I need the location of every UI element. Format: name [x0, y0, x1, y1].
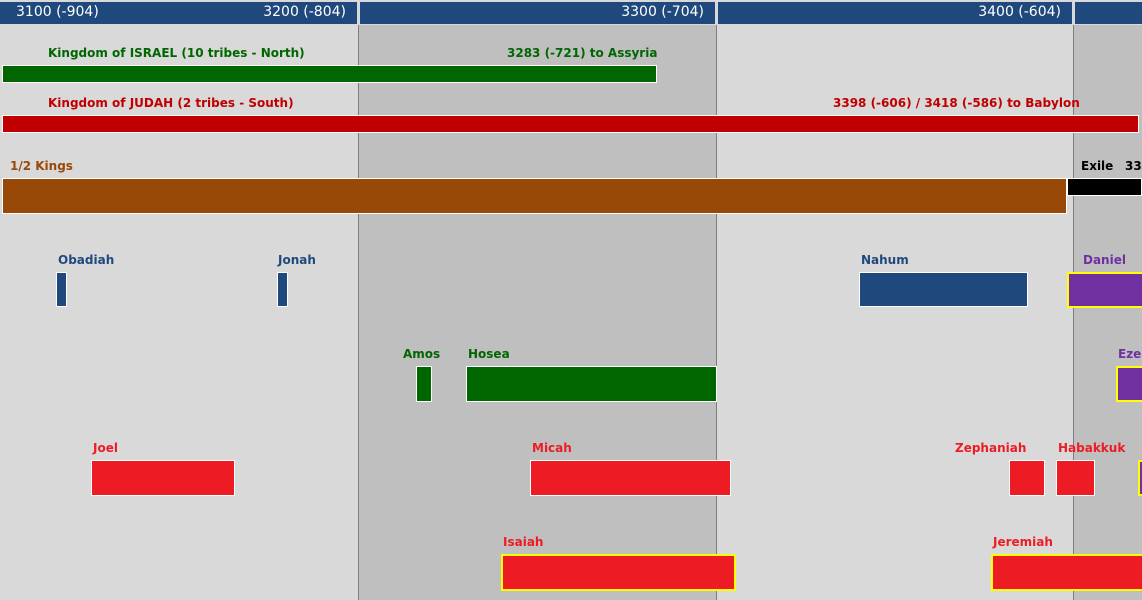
- column-divider: [358, 25, 359, 600]
- judah-end-label: 3398 (-606) / 3418 (-586) to Babylon: [833, 96, 1080, 110]
- header-segment: [0, 2, 357, 24]
- jonah-label: Jonah: [278, 253, 316, 267]
- kings-bar: [2, 178, 1067, 214]
- israel-end-label: 3283 (-721) to Assyria: [507, 46, 658, 60]
- habakkuk-label: Habakkuk: [1058, 441, 1126, 455]
- column-bg-1: [0, 25, 359, 600]
- daniel-bar: [1067, 272, 1142, 308]
- exile-bar: [1067, 178, 1142, 196]
- exile-year-label: 339: [1125, 159, 1142, 173]
- zephaniah-label: Zephaniah: [955, 441, 1027, 455]
- amos-label: Amos: [403, 347, 441, 361]
- header-year-label: 3100 (-904): [16, 4, 99, 20]
- kings-label: 1/2 Kings: [10, 159, 73, 173]
- ezekiel-bar: [1116, 366, 1142, 402]
- jonah-bar: [277, 272, 288, 307]
- exile-label: Exile: [1081, 159, 1114, 173]
- header-year-label: 3200 (-804): [263, 4, 346, 20]
- column-divider: [1073, 25, 1074, 600]
- isaiah-bar: [501, 554, 736, 591]
- jeremiah-label: Jeremiah: [993, 535, 1053, 549]
- nahum-label: Nahum: [861, 253, 909, 267]
- header-segment: [1075, 2, 1142, 24]
- micah-label: Micah: [532, 441, 572, 455]
- habakkuk-bar: [1056, 460, 1095, 496]
- obadiah-bar: [56, 272, 67, 307]
- isaiah-label: Isaiah: [503, 535, 544, 549]
- daniel-label: Daniel: [1083, 253, 1126, 267]
- header-year-label: 3300 (-704): [621, 4, 704, 20]
- jeremiah-bar: [991, 554, 1142, 591]
- nahum-bar: [859, 272, 1028, 307]
- column-bg-2: [359, 25, 716, 600]
- cropped-prophet-bar: [1138, 460, 1142, 496]
- hosea-label: Hosea: [468, 347, 510, 361]
- header-segment: [360, 2, 715, 24]
- zephaniah-bar: [1009, 460, 1045, 496]
- ezekiel-label: Ezel: [1118, 347, 1142, 361]
- judah-bar: [2, 115, 1139, 133]
- amos-bar: [416, 366, 432, 402]
- israel-bar: [2, 65, 657, 83]
- column-bg-3: [716, 25, 1073, 600]
- column-bg-4: [1073, 25, 1142, 600]
- joel-bar: [91, 460, 235, 496]
- israel-label: Kingdom of ISRAEL (10 tribes - North): [48, 46, 305, 60]
- header-segment: [718, 2, 1072, 24]
- column-divider: [716, 25, 717, 600]
- micah-bar: [530, 460, 731, 496]
- obadiah-label: Obadiah: [58, 253, 115, 267]
- header-year-label: 3400 (-604): [978, 4, 1061, 20]
- joel-label: Joel: [93, 441, 118, 455]
- hosea-bar: [466, 366, 717, 402]
- judah-label: Kingdom of JUDAH (2 tribes - South): [48, 96, 294, 110]
